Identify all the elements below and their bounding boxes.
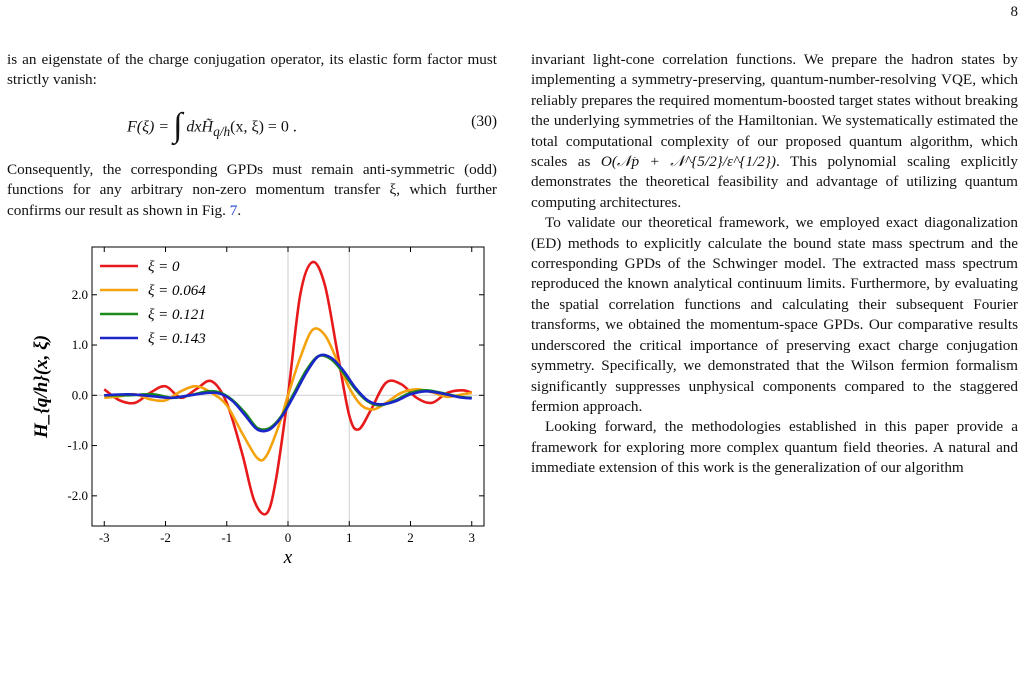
x-tick-label: 2 [407, 530, 414, 545]
y-tick-label: 1.0 [72, 337, 88, 352]
paragraph: Consequently, the corresponding GPDs mus… [7, 160, 497, 219]
series-line-1 [104, 327, 472, 462]
y-tick-label: 0.0 [72, 387, 88, 402]
series-line-3 [104, 353, 472, 433]
figure-reference-link[interactable]: 7 [229, 201, 238, 219]
left-column: is an eigenstate of the charge conjugati… [7, 50, 497, 578]
right-column: invariant light-cone correlation functio… [531, 50, 1018, 479]
x-tick-label: -1 [221, 530, 232, 545]
legend-label-0: ξ = 0 [148, 259, 180, 275]
legend-label-3: ξ = 0.143 [148, 331, 206, 347]
legend-label-1: ξ = 0.064 [148, 283, 206, 299]
x-tick-label: 1 [346, 530, 353, 545]
x-tick-label: -3 [99, 530, 110, 545]
equation-body: F(ξ) = ∫ dxH̃q/h(x, ξ) = 0 . [127, 106, 297, 144]
x-tick-label: 3 [469, 530, 476, 545]
x-tick-label: 0 [285, 530, 292, 545]
y-tick-label: -1.0 [67, 438, 88, 453]
figure-7: -3 -2 -1 0 1 2 3 -2.0 -1.0 0.0 1.0 2.0 x H_{q/h}(x, ξ… [7, 238, 497, 578]
y-tick-label: -2.0 [67, 488, 88, 503]
paragraph: Looking forward, the methodologies estab… [531, 418, 1018, 477]
legend-label-2: ξ = 0.121 [148, 307, 206, 323]
paragraph: invariant light-cone correlation functio… [531, 51, 1018, 211]
paragraph: is an eigenstate of the charge conjugati… [7, 51, 497, 89]
gpd-line-chart: -3 -2 -1 0 1 2 3 -2.0 -1.0 0.0 1.0 2.0 x H_{q/h}(x, ξ… [31, 246, 485, 568]
x-axis-label: x [283, 547, 293, 568]
complexity-formula: O(𝒩p + 𝒩^{5/2}/ε^{1/2}) [600, 153, 776, 171]
y-axis-label: H_{q/h}(x, ξ) [31, 335, 52, 439]
y-tick-label: 2.0 [72, 287, 88, 302]
equation-number: (30) [471, 112, 497, 130]
page-number: 8 [1010, 4, 1019, 20]
paragraph: To validate our theoretical framework, w… [531, 214, 1018, 415]
equation-30: F(ξ) = ∫ dxH̃q/h(x, ξ) = 0 . (30) [7, 96, 497, 154]
x-tick-label: -2 [160, 530, 171, 545]
